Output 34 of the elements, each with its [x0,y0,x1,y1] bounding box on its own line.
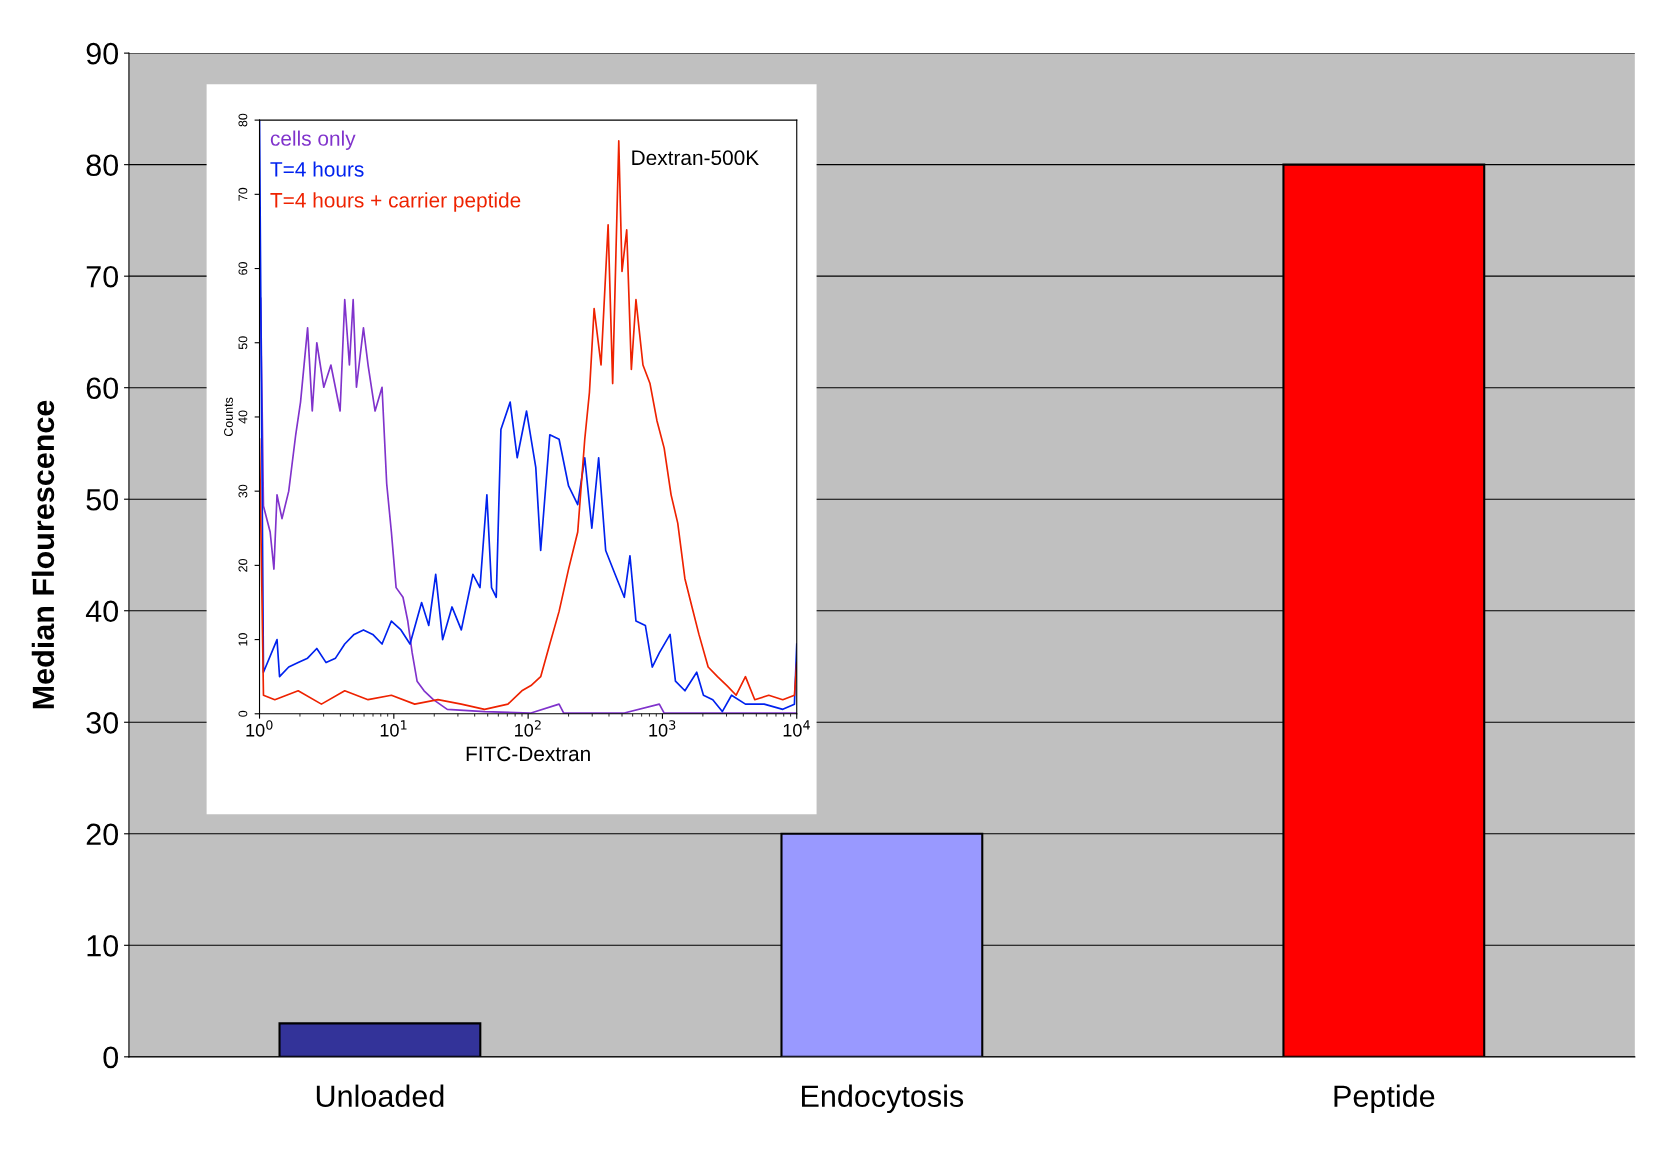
x-tick-label: Unloaded [316,1084,444,1108]
series-label: T=4 hours [270,161,364,177]
y-axis-title: Counts [224,397,233,437]
x-tick-label: Peptide [1334,1084,1435,1114]
x-axis-title: FITC-Dextran [466,746,590,762]
y-tick-label: 20 [238,558,248,572]
y-tick-label: 40 [85,600,119,623]
text: cells only [270,130,356,150]
y-tick-label: 10 [87,935,119,957]
y-tick-label: 30 [238,484,248,498]
y-tick-label: 0 [103,1046,119,1069]
y-tick-label: 30 [86,712,119,734]
x-tick-label: 10$^{3}$ [649,720,676,737]
y-tick-label: 0 [238,710,248,717]
x-tick-label: 10$^{4}$ [783,720,810,737]
y-tick-label: 60 [86,377,119,400]
x-tick-label: 10$^{1}$ [380,720,407,737]
x-tick-label: 10$^{0}$ [246,720,273,737]
y-tick-label: 70 [238,187,248,201]
y-tick-label: 50 [238,336,248,350]
y-tick-label: 70 [86,265,119,288]
y-tick-label: 40 [238,410,248,424]
x-tick-label: Endocytosis [802,1084,964,1114]
y-tick-label: 80 [238,113,248,127]
annotation: Dextran-500K [632,150,759,166]
y-tick-label: 60 [238,262,248,275]
y-tick-label: 10 [238,633,248,646]
y-axis-title: Median Flourescence [31,400,55,709]
y-tick-label: 80 [86,154,119,177]
y-tick-label: 90 [86,42,119,65]
y-tick-label: 50 [86,488,119,511]
y-tick-label: 20 [86,823,119,846]
text: T=4 hours + carrier peptide [270,192,521,212]
x-tick-label: 10$^{2}$ [515,720,541,737]
